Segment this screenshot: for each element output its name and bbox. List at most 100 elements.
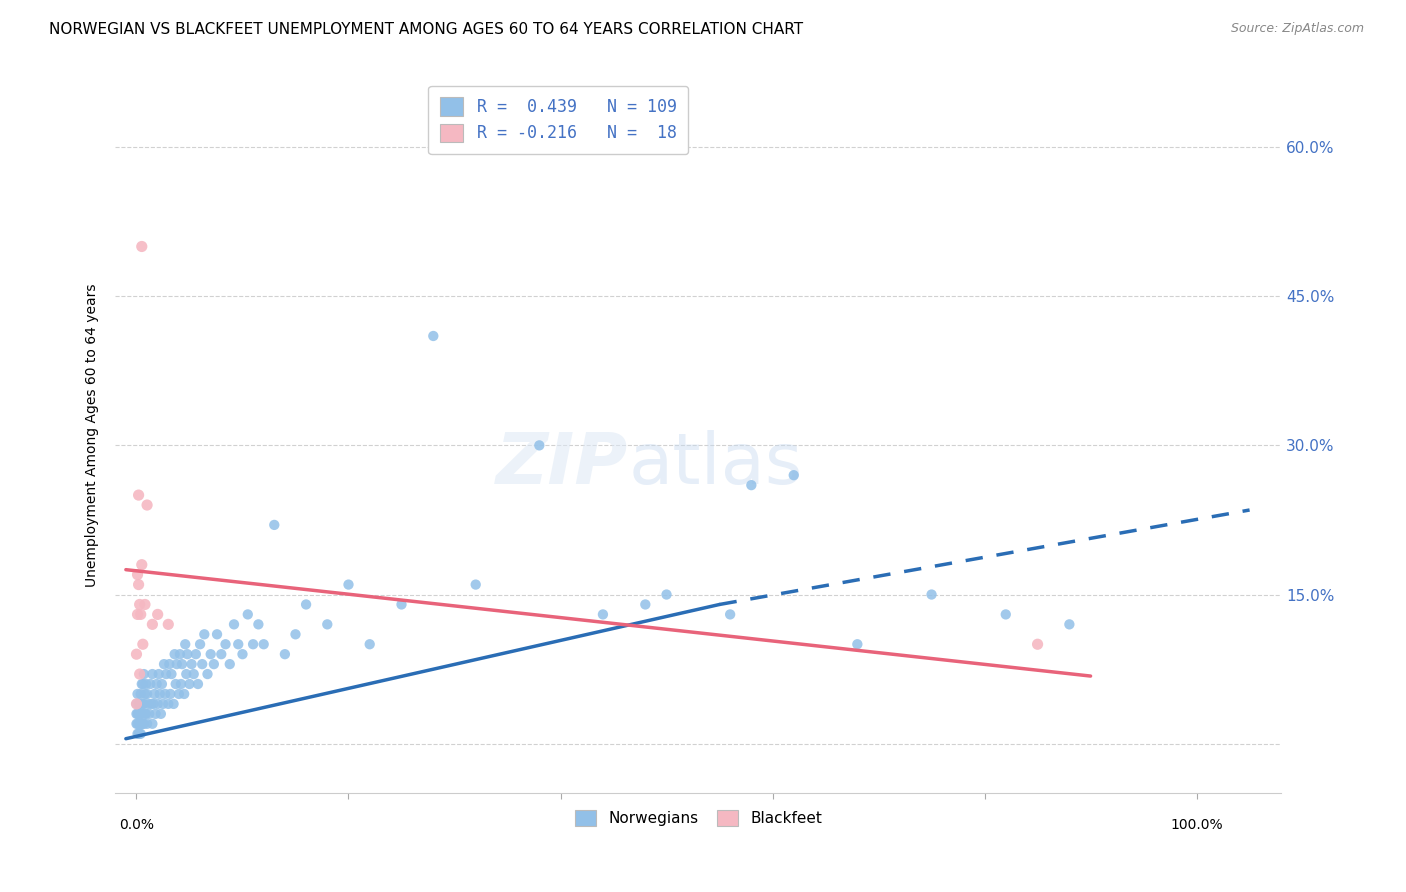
Point <box>128 706 150 721</box>
Point <box>131 716 153 731</box>
Point <box>125 706 148 721</box>
Point <box>655 588 678 602</box>
Point <box>169 647 191 661</box>
Point <box>146 607 169 622</box>
Point <box>183 667 205 681</box>
Point <box>316 617 339 632</box>
Point <box>157 657 180 672</box>
Point <box>165 677 187 691</box>
Point <box>132 716 155 731</box>
Point <box>134 598 156 612</box>
Point <box>153 657 176 672</box>
Point <box>242 637 264 651</box>
Point <box>132 677 155 691</box>
Point <box>284 627 307 641</box>
Point <box>131 239 153 253</box>
Point <box>138 706 160 721</box>
Point <box>134 706 156 721</box>
Point <box>634 598 657 612</box>
Point <box>131 706 153 721</box>
Point <box>274 647 297 661</box>
Point <box>159 687 181 701</box>
Point <box>166 657 188 672</box>
Point <box>187 677 209 691</box>
Point <box>359 637 381 651</box>
Point <box>134 687 156 701</box>
Point <box>127 727 149 741</box>
Point <box>135 706 157 721</box>
Point <box>132 697 155 711</box>
Point <box>197 667 219 681</box>
Point <box>191 657 214 672</box>
Point <box>128 667 150 681</box>
Point <box>125 647 148 661</box>
Point <box>167 687 190 701</box>
Point <box>149 687 172 701</box>
Point <box>129 607 152 622</box>
Point <box>391 598 413 612</box>
Point <box>231 647 253 661</box>
Point <box>143 687 166 701</box>
Point <box>337 577 360 591</box>
Point <box>127 687 149 701</box>
Point <box>163 647 186 661</box>
Point <box>1026 637 1049 651</box>
Point <box>127 567 149 582</box>
Point <box>127 607 149 622</box>
Point <box>253 637 276 651</box>
Point <box>129 687 152 701</box>
Point <box>226 637 249 651</box>
Point <box>160 667 183 681</box>
Point <box>464 577 486 591</box>
Point <box>236 607 259 622</box>
Point <box>128 727 150 741</box>
Point <box>176 647 198 661</box>
Text: NORWEGIAN VS BLACKFEET UNEMPLOYMENT AMONG AGES 60 TO 64 YEARS CORRELATION CHART: NORWEGIAN VS BLACKFEET UNEMPLOYMENT AMON… <box>49 22 803 37</box>
Point <box>136 716 159 731</box>
Point <box>529 438 551 452</box>
Point <box>157 617 180 632</box>
Point <box>132 637 155 651</box>
Point <box>131 677 153 691</box>
Point <box>1059 617 1081 632</box>
Point <box>162 697 184 711</box>
Point <box>145 677 167 691</box>
Point <box>135 677 157 691</box>
Point <box>128 598 150 612</box>
Point <box>141 667 163 681</box>
Point <box>128 697 150 711</box>
Point <box>222 617 245 632</box>
Point <box>128 697 150 711</box>
Point <box>132 667 155 681</box>
Point <box>153 687 176 701</box>
Text: 0.0%: 0.0% <box>120 818 155 832</box>
Point <box>125 697 148 711</box>
Point <box>127 716 149 731</box>
Point <box>921 588 943 602</box>
Point <box>218 657 240 672</box>
Point <box>200 647 222 661</box>
Point <box>128 727 150 741</box>
Point <box>141 617 163 632</box>
Text: Source: ZipAtlas.com: Source: ZipAtlas.com <box>1230 22 1364 36</box>
Point <box>740 478 762 492</box>
Point <box>247 617 270 632</box>
Point <box>136 687 159 701</box>
Point <box>846 637 869 651</box>
Text: 100.0%: 100.0% <box>1170 818 1223 832</box>
Point <box>263 517 285 532</box>
Point <box>193 627 215 641</box>
Point <box>129 706 152 721</box>
Point <box>188 637 211 651</box>
Text: ZIP: ZIP <box>496 430 628 499</box>
Point <box>152 697 174 711</box>
Point <box>170 677 193 691</box>
Point <box>184 647 207 661</box>
Point <box>129 727 152 741</box>
Point <box>148 667 170 681</box>
Point <box>139 677 162 691</box>
Point <box>149 706 172 721</box>
Point <box>214 637 236 651</box>
Point <box>170 657 193 672</box>
Y-axis label: Unemployment Among Ages 60 to 64 years: Unemployment Among Ages 60 to 64 years <box>86 284 100 587</box>
